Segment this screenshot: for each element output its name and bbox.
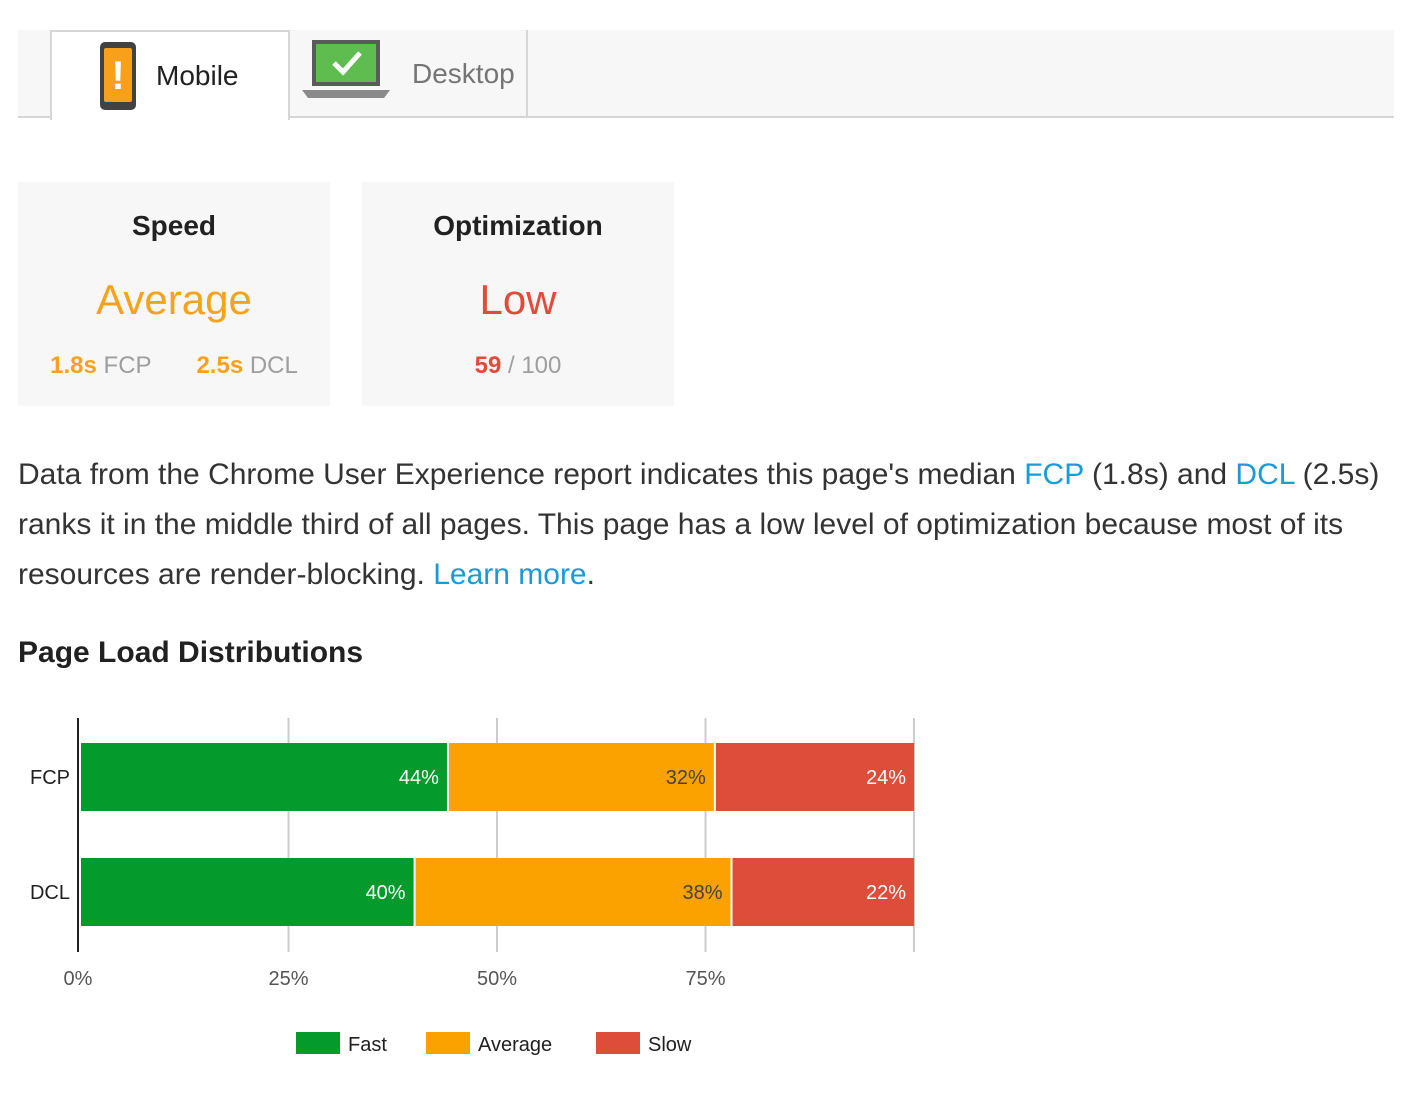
dcl-link[interactable]: DCL [1235, 458, 1295, 491]
legend-label-average: Average [478, 1034, 552, 1056]
description-text-1: Data from the Chrome User Experience rep… [18, 458, 1025, 491]
dcl-value: 2.5s [196, 352, 244, 379]
description-text-2: (1.8s) and [1083, 458, 1236, 491]
x-tick-label-50: 50% [477, 968, 517, 990]
laptop-check-icon [302, 40, 390, 98]
bar-fast-fcp [81, 743, 447, 811]
bar-average-dcl [415, 858, 731, 926]
fcp-value: 1.8s [50, 352, 97, 379]
category-label-dcl: DCL [30, 882, 70, 904]
x-tick-label-75: 75% [685, 968, 725, 990]
optimization-score: 59 / 100 [362, 352, 674, 380]
optimization-score-value: 59 [474, 352, 502, 379]
speed-card: Speed Average 1.8s FCP 2.5s DCL [18, 182, 330, 406]
fcp-label: FCP [103, 352, 152, 379]
speed-metrics: 1.8s FCP 2.5s DCL [18, 352, 330, 380]
optimization-card: Optimization Low 59 / 100 [362, 182, 674, 406]
optimization-title: Optimization [433, 210, 603, 241]
description-text-3: (2.5s) ranks it in the middle third of a… [18, 458, 1380, 591]
bar-label-average-fcp: 32% [666, 767, 706, 789]
bar-slow-dcl [732, 858, 914, 926]
speed-title: Speed [131, 210, 217, 241]
tab-mobile-label: Mobile [156, 60, 239, 91]
page-load-distribution-chart: 44% 32% 24% FCP 40% 38% 22% DCL 0% 25% 50% 75% Fast A… [30, 718, 915, 1056]
description-text-4: . [586, 558, 595, 591]
speed-rating: Average [96, 276, 252, 323]
legend-label-fast: Fast [348, 1034, 387, 1056]
tab-desktop-label: Desktop [412, 58, 515, 89]
legend-swatch-average [426, 1032, 470, 1054]
page-load-distributions-title: Page Load Distributions [18, 636, 364, 669]
bar-label-average-dcl: 38% [682, 882, 722, 904]
category-label-fcp: FCP [30, 767, 70, 789]
summary-description: Data from the Chrome User Experience rep… [18, 450, 1398, 600]
bar-label-slow-dcl: 22% [866, 882, 906, 904]
bar-label-fast-dcl: 40% [366, 882, 406, 904]
tab-desktop[interactable]: Desktop [290, 30, 528, 118]
tab-mobile[interactable]: ! Mobile [50, 30, 290, 120]
optimization-rating: Low [479, 276, 557, 323]
learn-more-link[interactable]: Learn more [433, 558, 587, 591]
legend-label-slow: Slow [648, 1034, 692, 1056]
bar-average-fcp [448, 743, 714, 811]
bar-fast-dcl [81, 858, 414, 926]
bar-label-slow-fcp: 24% [866, 767, 906, 789]
fcp-link[interactable]: FCP [1024, 458, 1084, 491]
legend-swatch-fast [296, 1032, 340, 1054]
device-tab-bar: ! Mobile Desktop [18, 30, 1394, 120]
bar-slow-fcp [715, 743, 914, 811]
bar-label-fast-fcp: 44% [399, 767, 439, 789]
mobile-warning-icon: ! [100, 42, 136, 110]
optimization-score-suffix: / 100 [501, 352, 562, 379]
legend-swatch-slow [596, 1032, 640, 1054]
x-tick-label-0: 0% [64, 968, 93, 990]
dcl-label: DCL [249, 352, 298, 379]
x-tick-label-25: 25% [268, 968, 308, 990]
